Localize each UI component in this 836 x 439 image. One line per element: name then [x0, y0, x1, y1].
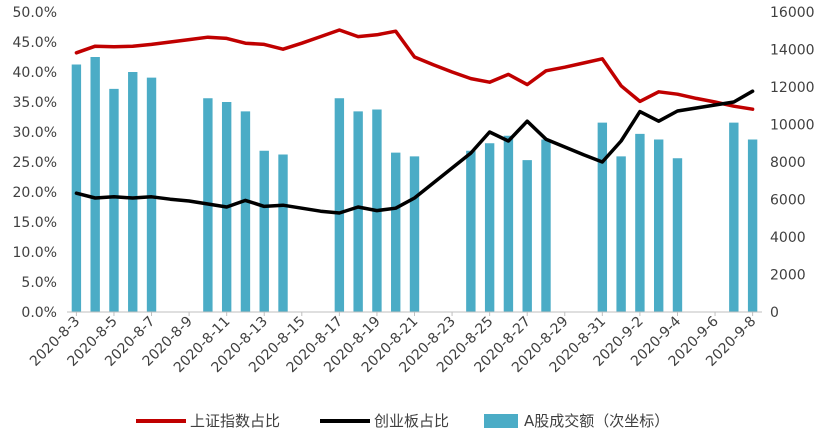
y-right-tick-label: 14000	[770, 43, 815, 59]
line-series	[74, 28, 755, 215]
y-right-tick-label: 16000	[770, 5, 815, 21]
y-left-tick-label: 5.0%	[21, 275, 57, 291]
bar	[672, 158, 683, 312]
legend-swatch-turnover	[484, 414, 518, 428]
bar	[466, 150, 476, 312]
bar	[597, 122, 608, 312]
bar	[90, 57, 100, 312]
bar	[503, 135, 514, 312]
bar	[259, 150, 269, 312]
bar	[653, 139, 664, 312]
bar	[522, 160, 532, 312]
y-left-tick-label: 40.0%	[13, 65, 57, 81]
line-shanghai	[74, 28, 755, 111]
y-right-tick-label: 4000	[770, 230, 806, 246]
y-left-tick-label: 15.0%	[13, 215, 57, 231]
bar	[409, 156, 420, 312]
legend-item-turnover: A股成交额（次坐标）	[484, 412, 669, 430]
bar	[353, 111, 363, 312]
y-left-tick-label: 50.0%	[13, 5, 57, 21]
bar	[71, 64, 82, 312]
bar	[747, 139, 758, 312]
y-left-tick-label: 25.0%	[13, 155, 57, 171]
y-right-tick-label: 10000	[770, 118, 815, 134]
bar	[484, 143, 495, 312]
bar	[278, 154, 288, 312]
x-axis-ticks: 2020-8-32020-8-52020-8-72020-8-92020-8-1…	[27, 312, 759, 376]
bar	[146, 77, 157, 312]
y-right-tick-label: 12000	[770, 80, 815, 96]
bar	[240, 111, 251, 312]
bar	[635, 133, 645, 312]
y-right-tick-label: 6000	[770, 193, 806, 209]
bar	[729, 122, 739, 312]
y-left-tick-label: 30.0%	[13, 125, 57, 141]
y-right-tick-label: 8000	[770, 155, 806, 171]
bar	[334, 98, 345, 312]
y-left-tick-label: 20.0%	[13, 185, 57, 201]
y-right-tick-label: 2000	[770, 268, 806, 284]
right-axis: 0 2000 4000 6000 8000 10000 12000 14000 16000	[770, 5, 815, 321]
line-chinext	[74, 89, 755, 215]
y-right-tick-label: 0	[770, 305, 779, 321]
bar	[128, 72, 138, 312]
left-axis: 0.0% 5.0% 10.0% 15.0% 20.0% 25.0% 30.0% 35.0% 40…	[13, 5, 57, 321]
y-left-tick-label: 35.0%	[13, 95, 57, 111]
bar	[541, 139, 551, 312]
y-left-tick-label: 0.0%	[21, 305, 57, 321]
y-left-tick-label: 45.0%	[13, 35, 57, 51]
legend-item-chinext: 创业板占比	[320, 412, 449, 430]
legend-label-turnover: A股成交额（次坐标）	[524, 412, 669, 430]
legend: 上证指数占比 创业板占比 A股成交额（次坐标）	[136, 412, 669, 430]
legend-label-shanghai: 上证指数占比	[190, 412, 280, 430]
bar	[109, 88, 119, 312]
legend-item-shanghai: 上证指数占比	[136, 412, 280, 430]
legend-label-chinext: 创业板占比	[374, 412, 449, 430]
bar	[391, 152, 401, 312]
bar	[616, 156, 626, 312]
y-left-tick-label: 10.0%	[13, 245, 57, 261]
